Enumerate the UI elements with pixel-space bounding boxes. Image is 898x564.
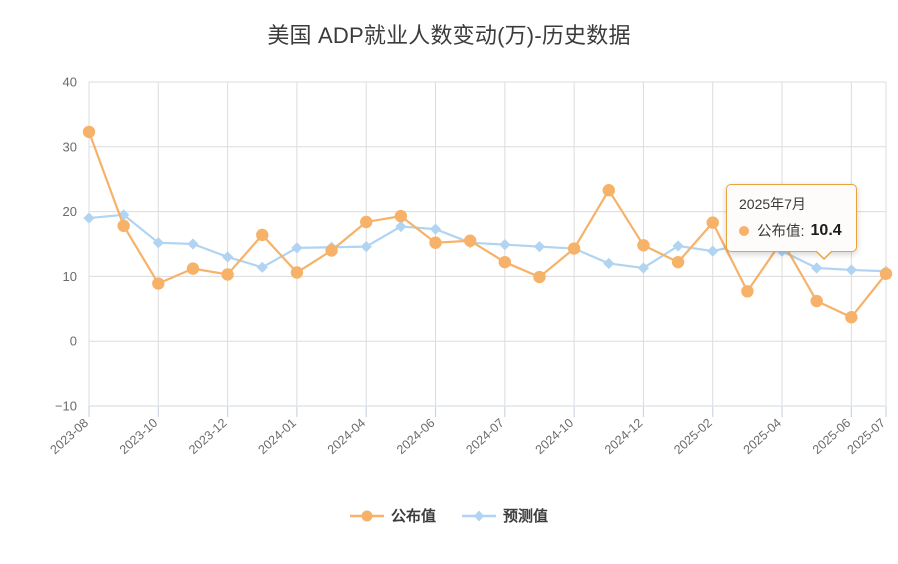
data-point-marker[interactable] [637, 262, 650, 274]
tooltip-title: 2025年7月 [739, 196, 806, 212]
x-axis-tick-label: 2023-10 [117, 416, 160, 457]
tooltip-arrow-inner-icon [816, 250, 832, 258]
data-point-marker[interactable] [290, 266, 304, 279]
data-point-marker[interactable] [83, 212, 95, 224]
data-point-marker[interactable] [672, 240, 684, 252]
data-point-marker[interactable] [325, 244, 338, 257]
legend-label-published: 公布值 [390, 508, 436, 525]
data-point-marker[interactable] [360, 215, 373, 229]
y-axis-tick-label: 0 [70, 334, 77, 349]
tooltip-value: 10.4 [810, 221, 842, 239]
y-axis-tick-label: 20 [63, 204, 77, 219]
x-axis-tick-label: 2025-04 [741, 416, 784, 457]
data-point-marker[interactable] [637, 239, 650, 252]
data-point-marker[interactable] [463, 234, 477, 247]
legend-marker-forecast [462, 510, 496, 521]
data-point-marker[interactable] [741, 285, 754, 298]
x-axis-tick-label: 2024-07 [463, 416, 506, 457]
legend-marker-published [349, 510, 384, 521]
y-axis-tick-label: 10 [63, 269, 77, 284]
tooltip-row: 公布值: 10.4 [739, 220, 842, 241]
data-point-marker[interactable] [291, 242, 303, 254]
x-axis-tick-label: 2024-12 [602, 416, 645, 457]
data-point-marker[interactable] [879, 267, 893, 281]
data-point-marker[interactable] [498, 255, 512, 269]
data-point-marker[interactable] [602, 184, 615, 197]
legend-item-published[interactable]: 公布值 [349, 505, 436, 526]
x-axis-tick-label: 2023-12 [186, 416, 229, 457]
tooltip-series-dot-icon [739, 225, 749, 236]
data-point-marker[interactable] [671, 255, 685, 269]
data-point-marker[interactable] [845, 264, 857, 276]
x-axis-tick-label: 2024-01 [255, 416, 298, 457]
y-axis-tick-label: 40 [63, 75, 77, 90]
data-point-marker[interactable] [256, 228, 269, 242]
chart-tooltip: 2025年7月 公布值: 10.4 [726, 184, 857, 260]
data-point-marker[interactable] [360, 240, 372, 253]
data-point-marker[interactable] [499, 239, 511, 251]
data-point-marker[interactable] [394, 209, 408, 223]
data-point-marker[interactable] [533, 240, 546, 253]
y-axis-tick-label: −10 [55, 399, 77, 414]
line-chart-plot[interactable]: 40 30 20 10 0 −10 2023-08 2023-10 2023-12 2024-01… [0, 0, 898, 500]
data-point-marker[interactable] [811, 262, 823, 274]
y-axis-tick-label: 30 [63, 139, 77, 154]
data-point-marker[interactable] [82, 125, 96, 139]
page-title: 美国 ADP就业人数变动(万)-历史数据 [267, 23, 631, 48]
data-point-marker[interactable] [186, 262, 200, 275]
data-point-marker[interactable] [603, 257, 615, 270]
data-point-marker[interactable] [221, 268, 234, 281]
data-point-marker[interactable] [429, 223, 442, 235]
x-axis-tick-label: 2024-04 [325, 416, 368, 457]
data-point-marker[interactable] [222, 251, 234, 263]
data-point-marker[interactable] [395, 220, 407, 233]
tooltip-series-name: 公布值: [757, 224, 805, 240]
data-point-marker[interactable] [187, 238, 199, 250]
data-point-marker[interactable] [152, 237, 164, 249]
data-point-marker[interactable] [256, 261, 268, 273]
x-axis-tick-label: 2025-07 [845, 416, 888, 457]
x-axis-tick-label: 2023-08 [48, 416, 91, 457]
chart-legend: 公布值 预测值 [0, 505, 898, 526]
data-point-marker[interactable] [533, 270, 546, 284]
legend-label-forecast: 预测值 [503, 508, 549, 525]
data-point-marker[interactable] [117, 219, 130, 233]
legend-item-forecast[interactable]: 预测值 [462, 505, 548, 526]
data-point-marker[interactable] [810, 294, 823, 308]
data-point-marker[interactable] [567, 242, 581, 255]
x-axis-tick-label: 2024-06 [394, 416, 437, 457]
data-point-marker[interactable] [118, 209, 130, 221]
data-point-marker[interactable] [706, 216, 719, 229]
data-point-marker[interactable] [152, 277, 165, 290]
data-point-marker[interactable] [845, 311, 858, 324]
data-point-marker[interactable] [429, 236, 442, 249]
x-axis-tick-label: 2024-10 [533, 416, 576, 457]
x-axis-tick-label: 2025-06 [810, 416, 853, 457]
data-point-marker[interactable] [707, 245, 719, 257]
x-axis-tick-label: 2025-02 [671, 416, 714, 457]
